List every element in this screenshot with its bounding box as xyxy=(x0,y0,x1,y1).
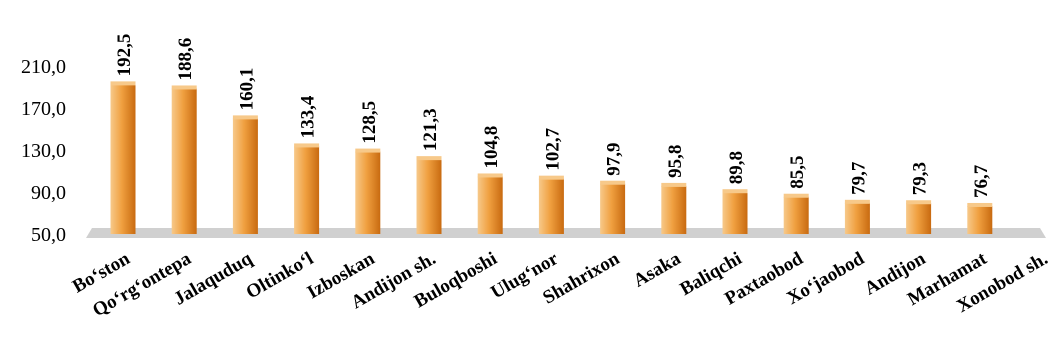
data-label: 121,3 xyxy=(420,108,441,151)
bar-top-face xyxy=(906,200,932,205)
y-tick-label: 210,0 xyxy=(21,56,66,78)
bar xyxy=(722,192,748,234)
bar xyxy=(661,185,687,234)
bar xyxy=(538,178,564,234)
data-label: 79,7 xyxy=(848,161,869,195)
chart-floor xyxy=(86,228,1046,238)
data-label: 85,5 xyxy=(787,155,808,188)
bar-top-face xyxy=(294,143,320,148)
bar-top-face xyxy=(232,115,258,120)
bar-top-face xyxy=(171,85,197,90)
bar xyxy=(294,146,320,234)
bar xyxy=(844,202,870,234)
bar xyxy=(232,118,258,234)
bar-top-face xyxy=(600,180,626,185)
bar-top-face xyxy=(844,199,870,204)
data-label: 192,5 xyxy=(114,34,135,77)
y-axis-tick-labels: 50,0 90,0 130,0 170,0 210,0 xyxy=(21,56,66,246)
bar xyxy=(416,159,442,234)
bar xyxy=(110,84,136,234)
data-label: 89,8 xyxy=(726,151,747,184)
bar xyxy=(355,151,381,234)
bar-top-face xyxy=(783,193,809,198)
data-label: 160,1 xyxy=(236,68,257,111)
y-tick-label: 130,0 xyxy=(21,140,66,162)
bar xyxy=(477,176,503,234)
bar-top-face xyxy=(477,173,503,178)
y-tick-label: 170,0 xyxy=(21,98,66,120)
bar xyxy=(967,205,993,234)
data-label: 133,4 xyxy=(298,95,319,138)
data-label: 188,6 xyxy=(175,38,196,81)
bar-top-face xyxy=(967,202,993,207)
data-labels-group: 192,5 188,6 160,1 133,4 128,5 121,3 104,8 102,7… xyxy=(114,34,992,198)
bar xyxy=(906,203,932,234)
data-label: 95,8 xyxy=(665,145,686,178)
bar-top-face xyxy=(110,81,136,86)
data-label: 104,8 xyxy=(481,126,502,169)
y-tick-label: 90,0 xyxy=(31,182,66,204)
bar-top-face xyxy=(722,189,748,194)
bar-top-face xyxy=(661,182,687,187)
data-label: 79,3 xyxy=(910,162,931,195)
bar-top-face xyxy=(416,156,442,161)
category-labels-group: Bo‘stonQo‘rg‘ontepaJalaquduqOltinko‘lIzb… xyxy=(69,248,1051,321)
bar xyxy=(783,196,809,234)
data-label: 128,5 xyxy=(359,101,380,144)
bars-group xyxy=(110,81,993,234)
data-label: 97,9 xyxy=(604,142,625,175)
y-tick-label: 50,0 xyxy=(31,224,66,246)
floor-surface xyxy=(86,228,1046,238)
data-label: 102,7 xyxy=(542,127,563,170)
category-label: Oltinko‘l xyxy=(243,248,318,303)
bar xyxy=(600,183,626,234)
bar-top-face xyxy=(538,175,564,180)
bar xyxy=(171,88,197,234)
category-label: Asaka xyxy=(630,248,685,292)
bar-top-face xyxy=(355,148,381,153)
data-label: 76,7 xyxy=(971,164,992,198)
